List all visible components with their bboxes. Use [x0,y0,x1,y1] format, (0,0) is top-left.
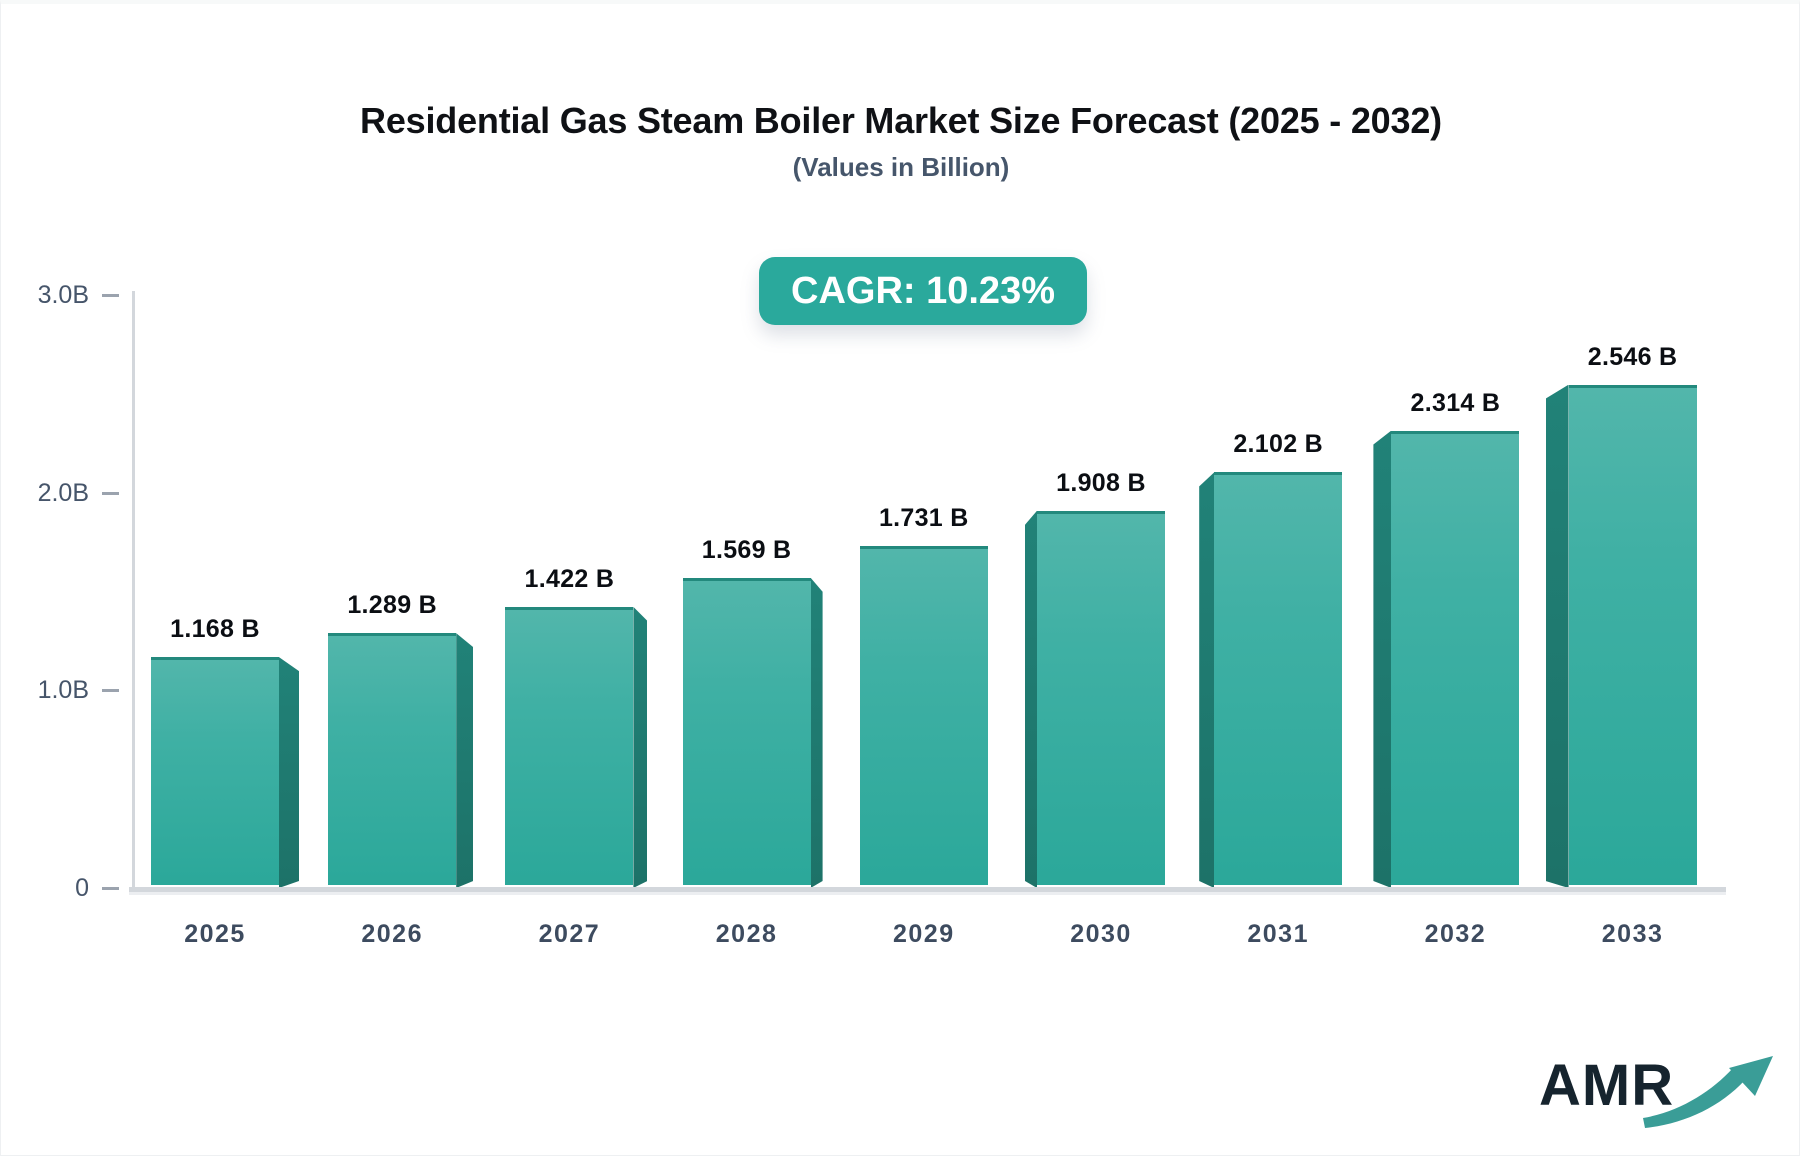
y-axis-line [132,291,135,888]
bar-3d-side [1199,472,1214,888]
bar-2031 [1214,472,1343,885]
bar-value-label: 2.546 B [1587,342,1678,371]
bar-value-label: 1.289 B [347,591,438,620]
bar-value-label: 1.422 B [524,564,615,593]
bar-3d-side [811,578,823,888]
bar-2033 [1568,384,1697,885]
bar-3d-side [456,633,473,888]
chart-title: Residential Gas Steam Boiler Market Size… [360,100,1442,141]
x-category-label: 2030 [1070,920,1132,948]
x-category-label: 2031 [1247,920,1309,948]
bar-value-label: 1.168 B [170,615,260,644]
x-category-label: 2033 [1601,920,1664,948]
growth-arrow-icon [1643,1056,1773,1128]
bar-value-label: 1.569 B [701,535,792,564]
x-category-label: 2029 [892,920,955,948]
bar-3d-side [279,657,299,888]
bar-2029 [859,545,988,885]
bar-2026 [328,633,457,885]
bar-value-label: 2.314 B [1410,388,1501,417]
x-category-label: 2027 [538,920,601,948]
bar-value-label: 1.908 B [1056,468,1146,497]
bar-3d-side [1373,431,1391,888]
x-axis-shadow [129,892,1726,895]
bar-2032 [1391,430,1520,885]
cagr-badge: CAGR: 10.23% [759,257,1087,325]
x-category-label: 2025 [184,920,246,948]
y-tick-dash [102,491,119,495]
bar-3d-side [1025,511,1037,888]
bar-3d-side [1546,385,1569,888]
bar-value-label: 2.102 B [1233,430,1324,459]
y-tick-dash [102,689,119,693]
x-axis-line [129,887,1726,892]
amr-logo: AMR [1539,1044,1773,1140]
x-category-label: 2028 [715,920,778,948]
bar-value-label: 1.731 B [878,503,969,532]
bar-2025 [151,657,279,885]
x-category-label: 2026 [361,920,423,948]
bar-2027 [505,606,634,885]
chart-subtitle: (Values in Billion) [792,152,1010,182]
y-tick-label: 1.0B [37,676,89,705]
y-tick-label: 0 [75,874,89,902]
y-tick-label: 2.0B [37,478,89,507]
bar-2030 [1037,510,1165,885]
bar-3d-side [633,607,647,888]
x-category-label: 2032 [1424,920,1487,948]
amr-logo-text: AMR [1539,1053,1675,1118]
y-tick-label: 3.0B [37,280,89,309]
y-tick-dash [102,887,119,890]
y-tick-dash [102,293,119,297]
bar-2028 [682,577,811,885]
